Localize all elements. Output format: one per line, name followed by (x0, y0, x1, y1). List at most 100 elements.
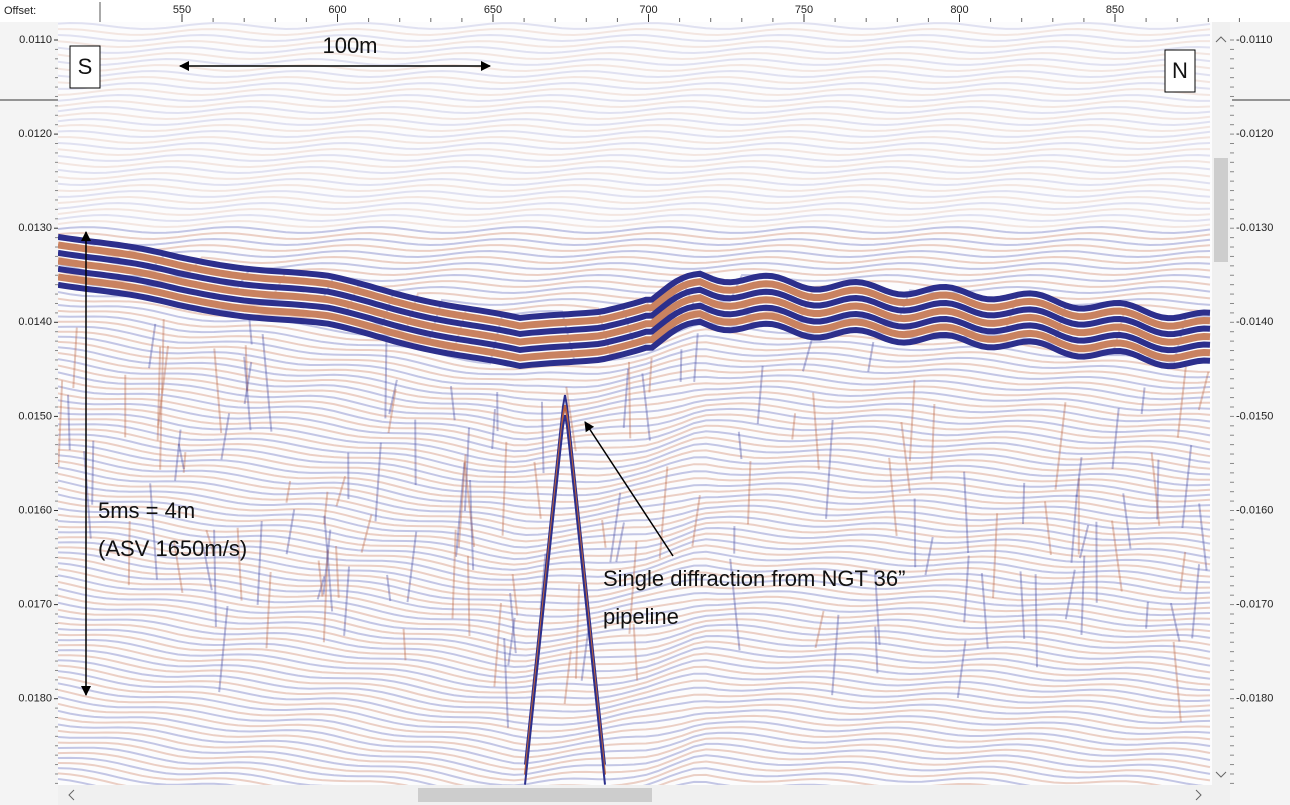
trace-streak (980, 572, 989, 649)
trace-stripe (58, 183, 1211, 193)
trace-streak (1156, 459, 1160, 520)
trace-streak (791, 413, 797, 440)
trace-stripe (58, 520, 1211, 572)
trace-stripe (58, 723, 1211, 776)
trace-streak (812, 392, 820, 470)
right-tick-label: -0.0120 (1236, 128, 1273, 140)
trace-streak (157, 345, 170, 426)
trace-stripe (58, 536, 1211, 589)
trace-streak (601, 520, 607, 548)
scroll-up[interactable] (1215, 36, 1227, 43)
trace-stripe (58, 249, 1211, 267)
scroll-right[interactable] (1195, 789, 1202, 801)
left-tick-label: 0.0110 (19, 34, 52, 46)
trace-stripe (58, 746, 1031, 785)
trace-stripe (58, 587, 1211, 645)
seismic-section (58, 22, 1212, 785)
trace-streak (449, 385, 456, 421)
diffraction-hyperbola (524, 394, 606, 765)
trace-stripe (58, 117, 1211, 127)
trace-streak (814, 610, 825, 649)
trace-streak (149, 483, 158, 580)
trace-stripe (58, 177, 1211, 187)
trace-stripe (58, 472, 1211, 530)
trace-stripe (58, 659, 1211, 714)
trace-streak (1021, 482, 1026, 524)
trace-stripe (58, 159, 1211, 169)
trace-stripe (58, 729, 1211, 782)
trace-stripe (58, 147, 1210, 157)
left-tick-label: 0.0150 (18, 410, 52, 422)
left-tick-label: 0.0130 (18, 222, 52, 234)
trace-streak (1176, 366, 1187, 438)
trace-streak (213, 529, 217, 627)
offset-ruler (0, 0, 1290, 22)
trace-streak (963, 555, 970, 623)
trace-streak (693, 333, 699, 382)
trace-stripe (58, 99, 1211, 109)
right-tick-label: -0.0170 (1236, 599, 1273, 611)
trace-streak (244, 345, 249, 392)
trace-streak (243, 361, 253, 405)
trace-stripe (58, 556, 1211, 612)
trace-streak (1197, 371, 1210, 411)
time-scale-label: 5ms = 4m (98, 498, 195, 523)
horizontal-scroll-thumb[interactable] (418, 788, 652, 802)
trace-streak (615, 522, 625, 563)
trace-streak (387, 389, 397, 434)
trace-stripe (58, 45, 1211, 55)
trace-stripe (58, 643, 1211, 697)
vertical-scroll-thumb[interactable] (1214, 158, 1228, 262)
trace-streak (1198, 503, 1208, 571)
trace-stripe (58, 486, 1211, 543)
trace-stripe (58, 123, 1211, 133)
trace-streak (218, 605, 229, 693)
trace-stripe (58, 513, 1211, 566)
trace-streak (177, 443, 185, 470)
scroll-down[interactable] (1215, 771, 1227, 778)
trace-streak (384, 340, 388, 419)
trace-stripe (58, 244, 1211, 259)
trace-stripe (58, 546, 1211, 600)
trace-stripe (58, 378, 1211, 435)
trace-stripe (58, 195, 1211, 205)
trace-stripe (58, 171, 1211, 181)
trace-stripe (58, 423, 1211, 476)
trace-streak (648, 357, 653, 393)
trace-streak (1054, 402, 1067, 490)
trace-streak (1080, 555, 1086, 635)
trace-streak (285, 509, 296, 555)
vertical-scrollbar[interactable] (1212, 22, 1230, 785)
trace-streak (285, 480, 292, 503)
trace-streak (160, 319, 165, 394)
trace-stripe (58, 358, 1211, 415)
trace-stripe (58, 741, 1163, 785)
trace-stripe (58, 428, 1211, 481)
trace-stripe (58, 207, 1211, 217)
trace-streak (924, 536, 934, 576)
trace-streak (956, 640, 967, 699)
ruler-tick-label: 700 (639, 4, 657, 16)
scroll-left[interactable] (68, 789, 75, 801)
trace-streak (1070, 494, 1078, 563)
trace-stripe (58, 33, 1211, 43)
trace-streak (501, 441, 508, 536)
right-tick-label: -0.0160 (1236, 504, 1273, 516)
trace-streak (900, 422, 911, 494)
trace-streak (540, 401, 545, 474)
ruler-tick-label: 750 (795, 4, 813, 16)
trace-streak (323, 515, 334, 612)
diffraction-hyperbola (524, 414, 606, 785)
trace-streak (1122, 493, 1132, 549)
trace-streak (386, 574, 392, 602)
trace-stripe (58, 479, 1211, 537)
trace-stripe (58, 392, 1211, 447)
trace-streak (202, 548, 213, 591)
trace-stripe (58, 443, 1211, 498)
trace-streak (679, 349, 683, 382)
trace-stripe (58, 412, 1211, 464)
trace-streak (628, 540, 638, 634)
trace-stripe (58, 87, 1211, 97)
trace-streak (1075, 457, 1083, 497)
